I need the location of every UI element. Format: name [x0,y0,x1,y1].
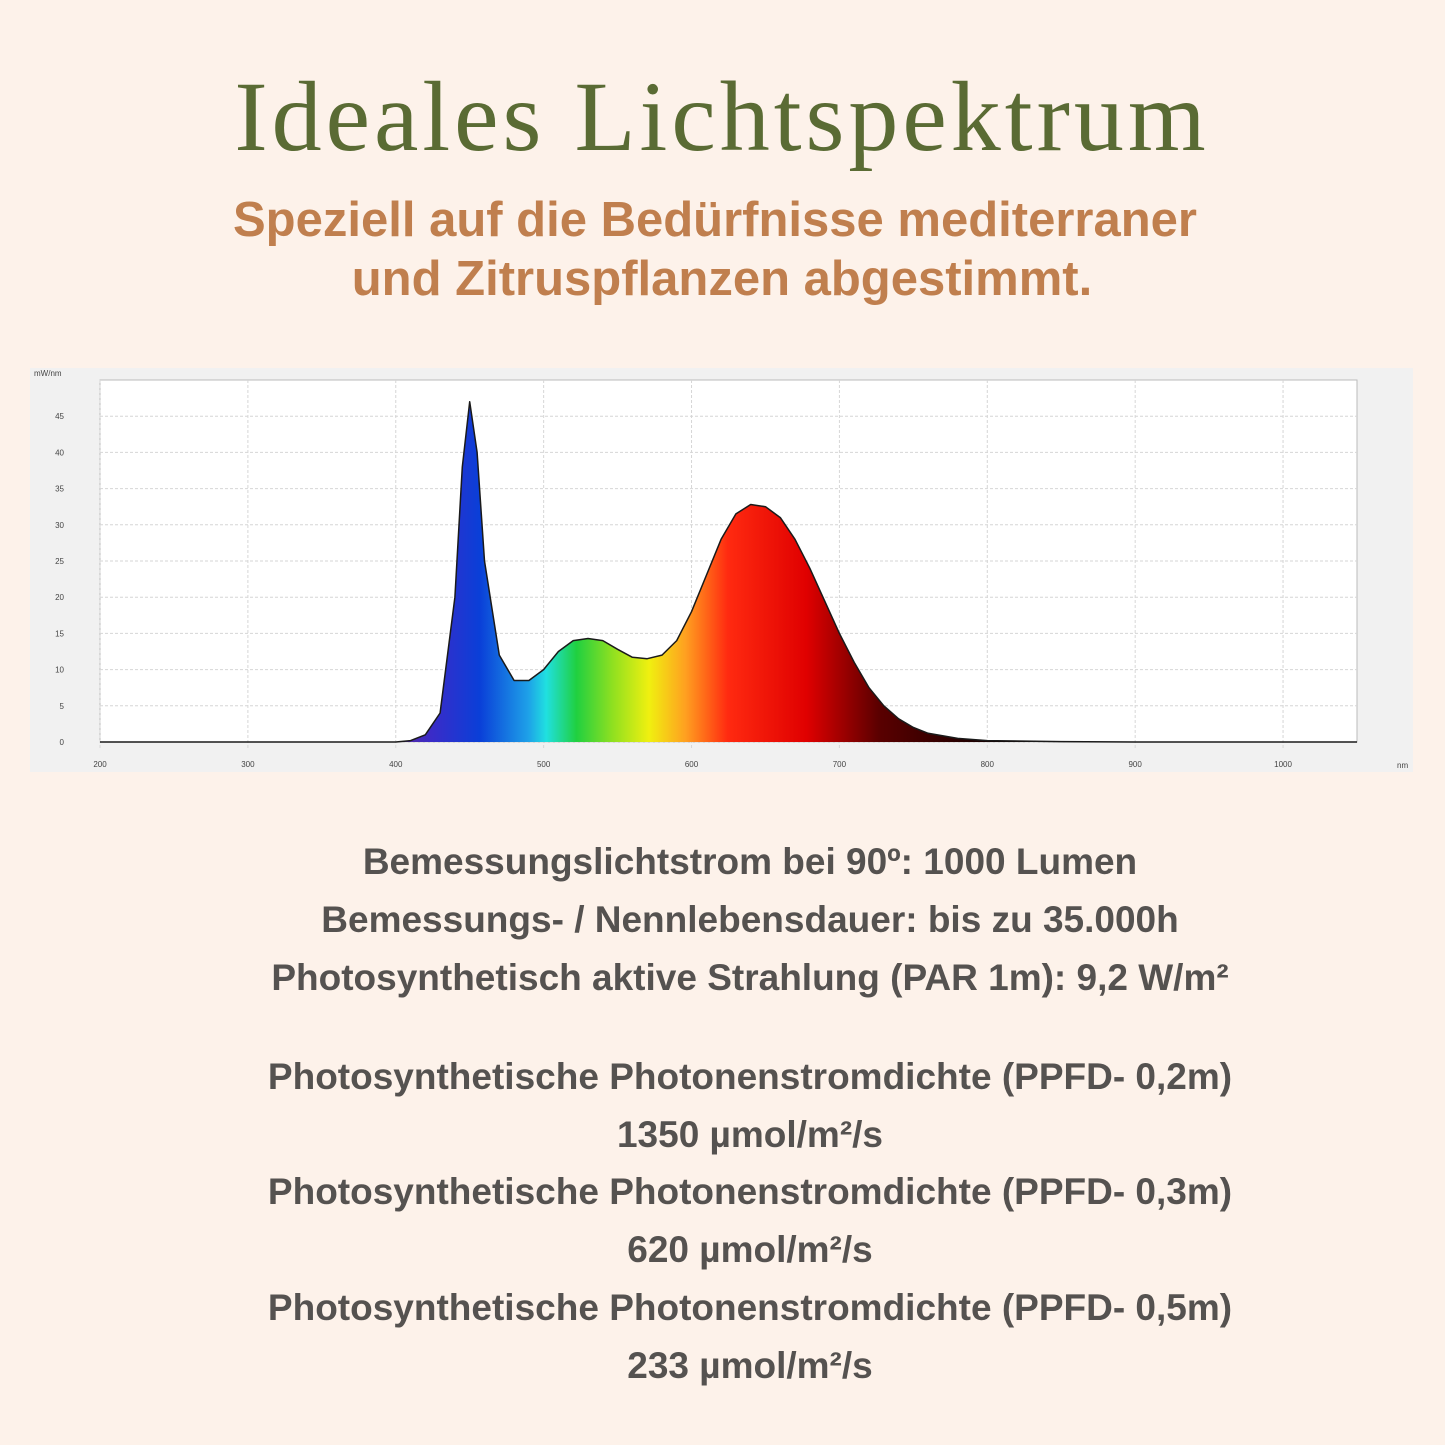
ppfd-line: Photosynthetische Photonenstromdichte (P… [268,1171,1232,1212]
y-tick-label: 10 [55,666,64,675]
spec-line: Photosynthetisch aktive Strahlung (PAR 1… [271,957,1228,998]
spectrum-area [100,401,1357,742]
x-tick-label: 1000 [1274,760,1292,769]
ppfd-value: 233 µmol/m²/s [627,1345,872,1386]
y-tick-label: 5 [60,702,65,711]
title: Ideales Lichtspektrum [234,61,1209,172]
subtitle: und Zitruspflanzen abgestimmt. [352,252,1092,306]
y-tick-label: 25 [55,557,64,566]
x-tick-label: 700 [833,760,847,769]
chart: 0 5 10 15 20 25 30 35 40 45 200 300 400 500 600 700 800 9… [34,369,1408,770]
x-tick-label: 500 [537,760,551,769]
y-tick-label: 45 [55,412,64,421]
y-tick-label: 20 [55,593,64,602]
y-tick-label: 35 [55,485,64,494]
x-tick-label: 300 [241,760,255,769]
y-tick-label: 30 [55,521,64,530]
x-tick-label: 900 [1128,760,1142,769]
y-tick-label: 0 [60,738,65,747]
spec-line: Bemessungslichtstrom bei 90º: 1000 Lumen [363,841,1137,882]
spec-line: Bemessungs- / Nennlebensdauer: bis zu 35… [321,899,1178,940]
ppfd-value: 1350 µmol/m²/s [617,1114,883,1155]
ppfd-value: 620 µmol/m²/s [627,1229,872,1270]
y-tick-label: 40 [55,448,64,457]
ppfd-line: Photosynthetische Photonenstromdichte (P… [268,1056,1232,1097]
x-tick-label: 800 [981,760,995,769]
subtitle: Speziell auf die Bedürfnisse mediterrane… [233,193,1197,247]
spectrum-line [100,400,1357,743]
x-tick-label: 400 [389,760,403,769]
y-tick-label: 15 [55,629,64,638]
ppfd-line: Photosynthetische Photonenstromdichte (P… [268,1287,1232,1328]
y-axis-label: mW/nm [34,369,62,378]
x-axis-label: nm [1397,761,1408,770]
x-tick-label: 600 [685,760,699,769]
x-tick-label: 200 [93,760,107,769]
